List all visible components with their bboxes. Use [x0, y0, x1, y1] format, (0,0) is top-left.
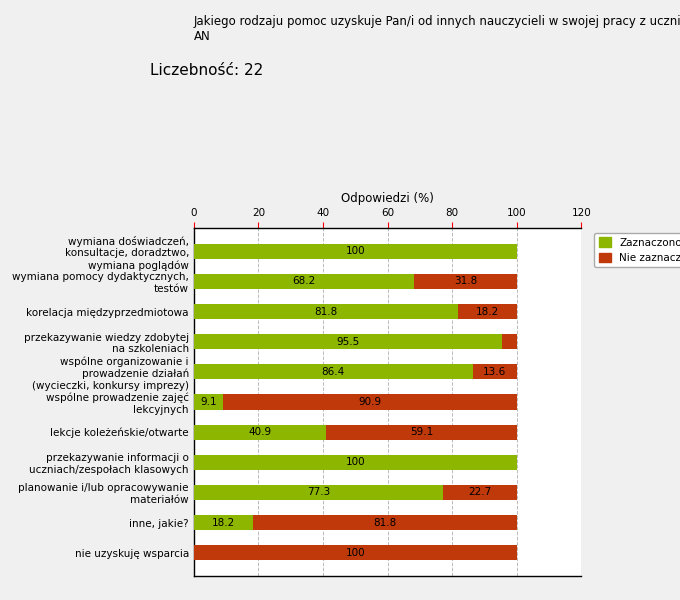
- Text: 77.3: 77.3: [307, 487, 330, 497]
- Bar: [194, 485, 443, 500]
- Text: Jakiego rodzaju pomoc uzyskuje Pan/i od innych nauczycieli w swojej pracy z uczn: Jakiego rodzaju pomoc uzyskuje Pan/i od …: [194, 15, 680, 43]
- Text: 100: 100: [345, 548, 365, 557]
- Text: 68.2: 68.2: [292, 277, 316, 286]
- Text: 81.8: 81.8: [373, 518, 396, 527]
- Bar: [194, 425, 326, 440]
- Text: 9.1: 9.1: [200, 397, 217, 407]
- X-axis label: Odpowiedzi (%): Odpowiedzi (%): [341, 192, 434, 205]
- Text: Liczebność: 22: Liczebność: 22: [150, 63, 263, 78]
- Text: 18.2: 18.2: [476, 307, 499, 317]
- Text: 40.9: 40.9: [248, 427, 271, 437]
- Text: 18.2: 18.2: [211, 518, 235, 527]
- Text: 90.9: 90.9: [358, 397, 381, 407]
- Bar: [194, 244, 517, 259]
- Bar: [194, 274, 414, 289]
- Text: 100: 100: [345, 247, 365, 256]
- Text: 31.8: 31.8: [454, 277, 477, 286]
- Bar: [473, 364, 517, 379]
- Text: 59.1: 59.1: [410, 427, 433, 437]
- Bar: [194, 334, 503, 349]
- Bar: [252, 515, 517, 530]
- Bar: [458, 304, 517, 319]
- Text: 95.5: 95.5: [337, 337, 360, 347]
- Bar: [223, 394, 517, 410]
- Text: 22.7: 22.7: [469, 487, 492, 497]
- Bar: [194, 515, 252, 530]
- Bar: [414, 274, 517, 289]
- Bar: [194, 394, 223, 410]
- Bar: [503, 334, 517, 349]
- Text: 86.4: 86.4: [322, 367, 345, 377]
- Text: 13.6: 13.6: [483, 367, 507, 377]
- Bar: [194, 304, 458, 319]
- Text: 81.8: 81.8: [314, 307, 337, 317]
- Bar: [443, 485, 517, 500]
- Legend: Zaznaczono, Nie zaznaczono: Zaznaczono, Nie zaznaczono: [594, 233, 680, 267]
- Bar: [194, 545, 517, 560]
- Bar: [194, 364, 473, 379]
- Bar: [326, 425, 517, 440]
- Text: 100: 100: [345, 457, 365, 467]
- Bar: [194, 455, 517, 470]
